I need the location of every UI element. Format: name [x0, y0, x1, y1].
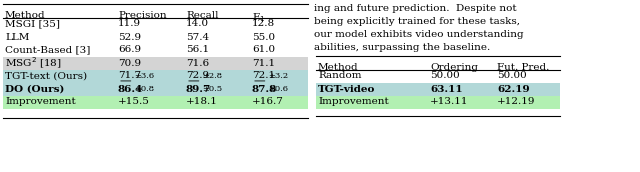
Text: Method: Method [5, 11, 45, 20]
Text: 71.7: 71.7 [118, 72, 141, 80]
Text: ing and future prediction.  Despite not: ing and future prediction. Despite not [314, 4, 516, 13]
Text: 52.9: 52.9 [118, 33, 141, 41]
Text: Ordering: Ordering [430, 63, 478, 72]
Text: 72.1: 72.1 [252, 72, 275, 80]
Text: LLM: LLM [5, 33, 29, 41]
Text: 56.1: 56.1 [186, 46, 209, 55]
Text: 70.9: 70.9 [118, 58, 141, 67]
Text: 62.19: 62.19 [497, 84, 530, 94]
Text: ±2.8: ±2.8 [203, 72, 223, 80]
Text: 71.6: 71.6 [186, 58, 209, 67]
Text: Method: Method [318, 63, 358, 72]
Text: Random: Random [318, 72, 362, 80]
Bar [316, 95, 560, 109]
Bar [3, 69, 308, 83]
Text: 11.9: 11.9 [118, 19, 141, 29]
Text: F$_1$: F$_1$ [252, 11, 266, 24]
Text: +12.19: +12.19 [497, 98, 536, 106]
Text: Improvement: Improvement [318, 98, 388, 106]
Text: Count-Based [3]: Count-Based [3] [5, 46, 90, 55]
Text: +15.5: +15.5 [118, 98, 150, 106]
Text: 89.7: 89.7 [186, 84, 211, 94]
Bar [3, 56, 308, 69]
Bar [3, 83, 308, 95]
Text: Recall: Recall [186, 11, 218, 20]
Text: DO (Ours): DO (Ours) [5, 84, 65, 94]
Text: 50.00: 50.00 [430, 72, 460, 80]
Text: MSGI [35]: MSGI [35] [5, 19, 60, 29]
Text: ±0.8: ±0.8 [134, 85, 155, 93]
Text: ±0.5: ±0.5 [203, 85, 223, 93]
Text: 50.00: 50.00 [497, 72, 527, 80]
Text: Fut. Pred.: Fut. Pred. [497, 63, 549, 72]
Text: ±3.6: ±3.6 [134, 72, 155, 80]
Text: Precision: Precision [118, 11, 166, 20]
Text: 14.0: 14.0 [186, 19, 209, 29]
Text: 12.8: 12.8 [252, 19, 275, 29]
Text: ±0.6: ±0.6 [269, 85, 289, 93]
Text: 57.4: 57.4 [186, 33, 209, 41]
Text: 63.11: 63.11 [430, 84, 463, 94]
Bar [3, 95, 308, 109]
Text: abilities, surpassing the baseline.: abilities, surpassing the baseline. [314, 43, 490, 52]
Text: 87.8: 87.8 [252, 84, 277, 94]
Text: being explicitly trained for these tasks,: being explicitly trained for these tasks… [314, 17, 520, 26]
Text: Improvement: Improvement [5, 98, 76, 106]
Text: TGT-video: TGT-video [318, 84, 376, 94]
Text: +18.1: +18.1 [186, 98, 218, 106]
Text: 66.9: 66.9 [118, 46, 141, 55]
Text: our model exhibits video understanding: our model exhibits video understanding [314, 30, 524, 39]
Text: 86.4: 86.4 [118, 84, 143, 94]
Text: +16.7: +16.7 [252, 98, 284, 106]
Text: 72.9: 72.9 [186, 72, 209, 80]
Text: 61.0: 61.0 [252, 46, 275, 55]
Text: ±3.2: ±3.2 [269, 72, 289, 80]
Text: 55.0: 55.0 [252, 33, 275, 41]
Text: +13.11: +13.11 [430, 98, 468, 106]
Text: MSG$^2$ [18]: MSG$^2$ [18] [5, 55, 62, 71]
Bar [316, 83, 560, 95]
Text: 71.1: 71.1 [252, 58, 275, 67]
Text: TGT-text (Ours): TGT-text (Ours) [5, 72, 87, 80]
